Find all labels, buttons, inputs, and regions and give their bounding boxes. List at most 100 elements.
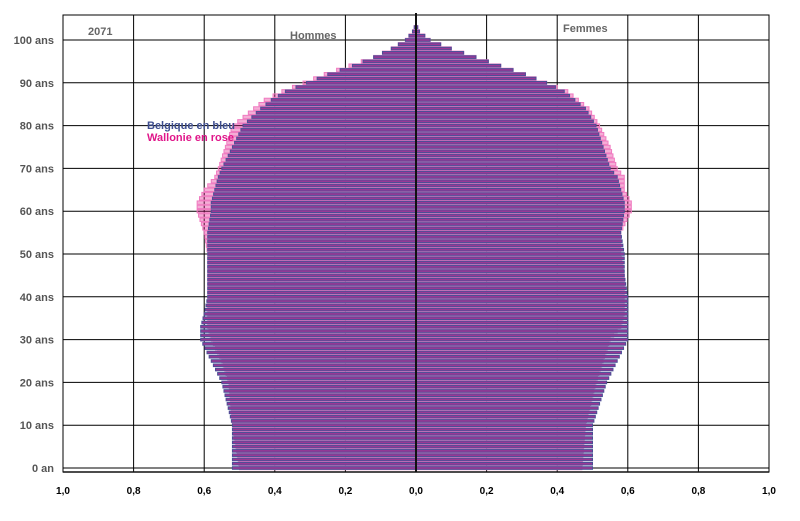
x-tick-label: 0,8 [127, 486, 141, 497]
bar-femmes-age-71 [415, 162, 610, 166]
bar-hommes-age-55 [207, 230, 417, 235]
bar-femmes-age-29 [415, 342, 627, 346]
bar-femmes-age-63 [415, 196, 624, 201]
y-tick-label: 80 ans [20, 121, 54, 133]
bar-hommes-age-15 [226, 402, 417, 406]
bar-femmes-age-13 [415, 410, 598, 415]
bar-hommes-age-93 [339, 68, 417, 72]
bar-femmes-age-64 [415, 192, 623, 196]
bar-hommes-age-83 [255, 110, 417, 115]
bar-femmes-age-100 [415, 38, 431, 42]
bar-femmes-age-16 [415, 397, 602, 402]
bar-hommes-age-33 [200, 324, 417, 329]
bar-hommes-age-73 [227, 153, 417, 158]
bar-hommes-age-21 [219, 376, 417, 380]
bar-femmes-age-94 [415, 63, 502, 68]
bar-hommes-age-29 [202, 342, 417, 346]
bar-femmes-age-7 [415, 436, 593, 440]
bar-hommes-age-76 [234, 140, 417, 145]
bar-femmes-age-43 [415, 282, 627, 286]
bar-hommes-age-38 [205, 303, 417, 308]
bar-femmes-age-82 [415, 115, 592, 119]
bar-femmes-age-38 [415, 303, 629, 308]
bar-hommes-age-12 [229, 414, 417, 419]
bar-femmes-age-81 [415, 119, 594, 124]
bar-hommes-age-91 [316, 76, 417, 81]
bar-femmes-age-19 [415, 384, 606, 389]
bar-femmes-age-78 [415, 132, 600, 136]
y-tick-labels: 0 an 10 ans 20 ans 30 ans 40 ans 50 ans 60 ans… [14, 35, 55, 475]
bar-hommes-age-35 [202, 316, 417, 320]
bar-femmes-age-27 [415, 350, 622, 355]
bar-femmes-age-34 [415, 320, 629, 325]
bar-hommes-age-18 [223, 389, 417, 393]
bar-femmes-age-53 [415, 239, 623, 243]
bar-femmes-age-101 [415, 33, 426, 38]
bar-femmes-age-61 [415, 205, 625, 209]
bar-hommes-age-58 [209, 217, 417, 222]
bar-femmes-age-39 [415, 299, 629, 303]
bar-hommes-age-51 [207, 247, 417, 252]
bar-hommes-age-77 [236, 136, 417, 141]
bar-femmes-age-58 [415, 217, 624, 222]
bar-hommes-age-101 [408, 33, 417, 38]
bar-hommes-age-96 [373, 55, 417, 59]
bar-femmes-age-59 [415, 213, 625, 218]
bar-femmes-age-31 [415, 333, 629, 338]
legend-wallonie: Wallonie en rose [147, 132, 234, 144]
bar-hommes-age-74 [229, 149, 417, 154]
femmes-label: Femmes [563, 23, 608, 35]
bar-femmes-age-6 [415, 440, 593, 445]
bar-hommes-age-72 [225, 158, 417, 162]
bar-hommes-age-54 [207, 235, 417, 239]
bar-hommes-age-95 [362, 59, 417, 64]
bar-hommes-age-68 [217, 175, 417, 179]
y-tick-label: 40 ans [20, 292, 54, 304]
bar-hommes-age-32 [200, 329, 417, 333]
bar-hommes-age-66 [215, 183, 417, 188]
bar-hommes-age-5 [231, 444, 417, 449]
bar-hommes-age-99 [397, 42, 417, 47]
bar-femmes-age-17 [415, 393, 603, 398]
bar-hommes-age-82 [251, 115, 417, 119]
bar-femmes-age-14 [415, 406, 599, 410]
y-tick-label: 60 ans [20, 206, 54, 218]
bar-hommes-age-46 [207, 269, 417, 273]
bar-femmes-age-1 [415, 461, 593, 466]
bar-hommes-age-9 [231, 427, 417, 432]
bar-femmes-age-69 [415, 170, 615, 175]
bar-femmes-age-49 [415, 256, 625, 261]
bar-femmes-age-86 [415, 98, 576, 102]
bar-hommes-age-37 [204, 307, 417, 312]
bar-femmes-age-60 [415, 209, 625, 213]
bar-hommes-age-6 [231, 440, 417, 445]
bar-hommes-age-60 [210, 209, 417, 213]
x-tick-label: 1,0 [56, 486, 70, 497]
bar-hommes-age-88 [284, 89, 417, 94]
bar-femmes-age-95 [415, 59, 489, 64]
bar-femmes-age-28 [415, 346, 625, 350]
bar-hommes-age-65 [214, 188, 417, 192]
bar-femmes-age-77 [415, 136, 601, 141]
bar-hommes-age-87 [277, 93, 417, 98]
bar-hommes-age-20 [221, 380, 417, 385]
bar-femmes-age-9 [415, 427, 593, 432]
bar-hommes-age-36 [203, 312, 417, 316]
bar-hommes-age-50 [207, 252, 417, 256]
bar-hommes-age-48 [207, 260, 417, 265]
bar-femmes-age-35 [415, 316, 629, 320]
bar-femmes-age-22 [415, 372, 612, 376]
bar-femmes-age-67 [415, 179, 619, 184]
bar-femmes-age-50 [415, 252, 625, 256]
bar-hommes-age-79 [240, 128, 417, 132]
bar-hommes-age-92 [327, 72, 417, 77]
bar-hommes-age-16 [225, 397, 417, 402]
x-tick-label: 0,2 [338, 486, 352, 497]
y-tick-label: 20 ans [20, 377, 54, 389]
bar-femmes-age-66 [415, 183, 621, 188]
bar-hommes-age-98 [390, 46, 417, 51]
year-label: 2071 [88, 26, 112, 38]
bar-femmes-age-15 [415, 402, 601, 406]
bar-femmes-age-68 [415, 175, 618, 179]
bar-hommes-age-94 [351, 63, 417, 68]
